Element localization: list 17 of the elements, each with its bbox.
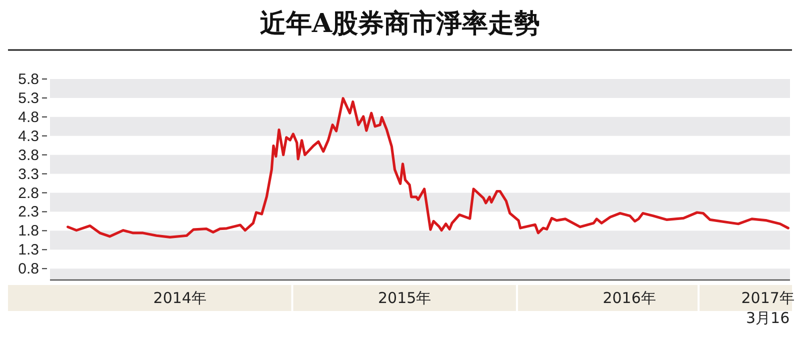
x-tick-label: 2015年 (378, 289, 432, 307)
y-tick-label: 2.3 (18, 204, 39, 221)
y-tick-label: 0.8 (18, 260, 39, 278)
x-tick-label: 2016年 (602, 289, 656, 307)
chart-title: 近年A股券商市淨率走勢 (260, 9, 540, 39)
y-tick-label: 2.8 (18, 184, 39, 202)
y-tick-label: 4.8 (18, 108, 39, 126)
y-tick-label: 5.3 (18, 90, 39, 107)
y-tick-label: 1.8 (18, 222, 39, 240)
y-tick-label: 5.8 (18, 71, 39, 88)
line-series (66, 97, 790, 238)
x-tick-label: 2014年 (153, 289, 206, 307)
y-tick-label: 3.3 (18, 166, 39, 183)
x-tick-label: 2017年 3月16 (741, 289, 794, 327)
y-tick-label: 3.8 (18, 146, 39, 164)
y-tick-label: 4.3 (18, 128, 39, 145)
y-tick-label: 1.3 (18, 242, 39, 259)
